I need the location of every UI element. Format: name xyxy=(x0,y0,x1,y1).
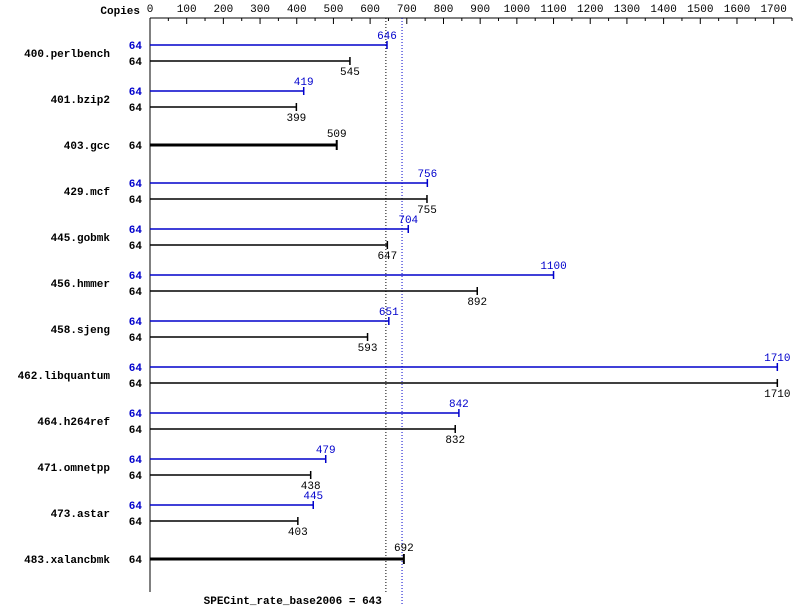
svg-text:64: 64 xyxy=(129,87,143,99)
svg-text:64: 64 xyxy=(129,455,143,467)
svg-text:401.bzip2: 401.bzip2 xyxy=(51,95,110,107)
svg-text:700: 700 xyxy=(397,4,417,16)
svg-text:400.perlbench: 400.perlbench xyxy=(24,49,110,61)
svg-text:464.h264ref: 464.h264ref xyxy=(37,417,110,429)
svg-text:64: 64 xyxy=(129,409,143,421)
svg-text:445: 445 xyxy=(303,491,323,503)
svg-text:545: 545 xyxy=(340,67,360,79)
svg-text:1500: 1500 xyxy=(687,4,713,16)
svg-text:64: 64 xyxy=(129,57,143,69)
svg-text:429.mcf: 429.mcf xyxy=(64,187,111,199)
svg-text:704: 704 xyxy=(398,215,418,227)
svg-text:403: 403 xyxy=(288,527,308,539)
svg-text:842: 842 xyxy=(449,399,469,411)
svg-text:64: 64 xyxy=(129,41,143,53)
svg-text:1710: 1710 xyxy=(764,389,790,401)
svg-text:479: 479 xyxy=(316,445,336,457)
svg-text:500: 500 xyxy=(324,4,344,16)
svg-text:445.gobmk: 445.gobmk xyxy=(51,233,111,245)
svg-text:471.omnetpp: 471.omnetpp xyxy=(37,463,110,475)
svg-text:64: 64 xyxy=(129,363,143,375)
svg-text:64: 64 xyxy=(129,517,143,529)
svg-text:1600: 1600 xyxy=(724,4,750,16)
svg-text:1000: 1000 xyxy=(504,4,530,16)
svg-text:755: 755 xyxy=(417,205,437,217)
svg-text:458.sjeng: 458.sjeng xyxy=(51,325,110,337)
svg-text:483.xalancbmk: 483.xalancbmk xyxy=(24,555,110,567)
svg-text:300: 300 xyxy=(250,4,270,16)
svg-text:399: 399 xyxy=(286,113,306,125)
svg-text:0: 0 xyxy=(147,4,154,16)
svg-text:403.gcc: 403.gcc xyxy=(64,141,110,153)
svg-text:64: 64 xyxy=(129,555,143,567)
svg-text:473.astar: 473.astar xyxy=(51,509,110,521)
svg-text:64: 64 xyxy=(129,195,143,207)
svg-text:64: 64 xyxy=(129,471,143,483)
svg-text:593: 593 xyxy=(358,343,378,355)
svg-text:692: 692 xyxy=(394,543,414,555)
svg-text:647: 647 xyxy=(377,251,397,263)
svg-text:600: 600 xyxy=(360,4,380,16)
svg-text:1200: 1200 xyxy=(577,4,603,16)
svg-text:400: 400 xyxy=(287,4,307,16)
svg-text:646: 646 xyxy=(377,31,397,43)
svg-text:892: 892 xyxy=(467,297,487,309)
svg-text:900: 900 xyxy=(470,4,490,16)
svg-text:800: 800 xyxy=(434,4,454,16)
spec-chart: 0 100 200 300 400 500 600 700 800 900 1000 1100 1200… xyxy=(0,0,799,606)
svg-text:1100: 1100 xyxy=(540,261,566,273)
svg-text:1400: 1400 xyxy=(650,4,676,16)
svg-text:64: 64 xyxy=(129,141,143,153)
svg-text:SPECint_rate_base2006 = 643: SPECint_rate_base2006 = 643 xyxy=(204,596,383,606)
svg-text:200: 200 xyxy=(213,4,233,16)
svg-text:100: 100 xyxy=(177,4,197,16)
svg-text:64: 64 xyxy=(129,271,143,283)
svg-text:64: 64 xyxy=(129,287,143,299)
svg-text:64: 64 xyxy=(129,333,143,345)
svg-text:64: 64 xyxy=(129,317,143,329)
svg-text:64: 64 xyxy=(129,179,143,191)
svg-text:64: 64 xyxy=(129,225,143,237)
svg-text:756: 756 xyxy=(417,169,437,181)
svg-text:1100: 1100 xyxy=(540,4,566,16)
svg-text:64: 64 xyxy=(129,241,143,253)
svg-text:1300: 1300 xyxy=(614,4,640,16)
chart-svg: 0 100 200 300 400 500 600 700 800 900 1000 1100 1200… xyxy=(0,0,799,606)
svg-text:64: 64 xyxy=(129,103,143,115)
svg-text:64: 64 xyxy=(129,501,143,513)
svg-text:419: 419 xyxy=(294,77,314,89)
svg-text:832: 832 xyxy=(445,435,465,447)
svg-text:1710: 1710 xyxy=(764,353,790,365)
svg-text:Copies: Copies xyxy=(100,6,140,18)
svg-text:1700: 1700 xyxy=(760,4,786,16)
svg-text:651: 651 xyxy=(379,307,399,319)
svg-text:64: 64 xyxy=(129,425,143,437)
svg-text:64: 64 xyxy=(129,379,143,391)
svg-text:456.hmmer: 456.hmmer xyxy=(51,279,110,291)
svg-text:462.libquantum: 462.libquantum xyxy=(18,371,111,383)
svg-text:509: 509 xyxy=(327,129,347,141)
